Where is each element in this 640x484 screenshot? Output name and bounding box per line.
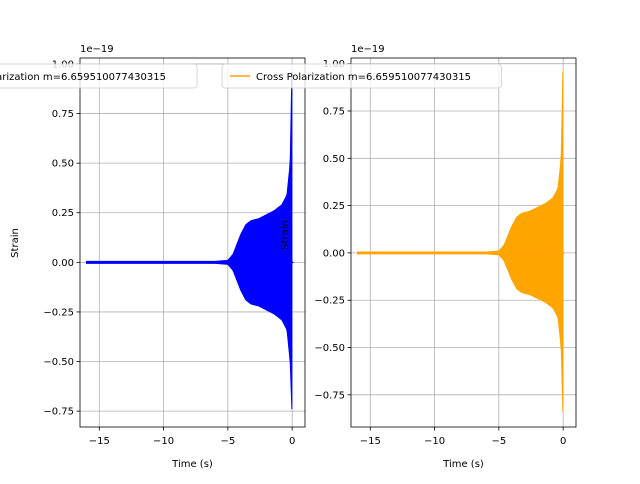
legend: Plus Polarization m=6.659510077430315	[0, 63, 198, 89]
x-axis-label: Time (s)	[442, 459, 484, 470]
y-tick-label: −0.75	[314, 390, 345, 401]
y-tick-label: 0.00	[323, 248, 345, 259]
legend: Cross Polarization m=6.659510077430315	[221, 63, 502, 89]
x-tick-label: 0	[560, 436, 566, 447]
x-tick-label: 0	[289, 436, 295, 447]
y-tick-label: −0.75	[43, 407, 74, 418]
y-tick-label: 0.75	[52, 109, 74, 120]
y-tick-label: −0.50	[43, 357, 74, 368]
y-offset-text: 1e−19	[351, 44, 385, 55]
y-tick-label: 0.00	[52, 258, 74, 269]
y-tick-label: 0.50	[52, 159, 74, 170]
y-tick-label: 0.75	[323, 106, 345, 117]
legend-box	[0, 63, 198, 89]
y-axis-label: Strain	[10, 228, 21, 258]
legend-entry: Plus Polarization m=6.659510077430315	[0, 72, 166, 83]
plus-polarization-subplot: −15 −10 −5 0 −0.75 −0.50 −0.25 0.00 0.25 0.50 0.7…	[0, 44, 306, 470]
legend-entry: Cross Polarization m=6.659510077430315	[256, 72, 471, 83]
x-axis-ticks: −15 −10 −5 0	[360, 427, 566, 447]
x-tick-label: −15	[89, 436, 110, 447]
axes-frame	[350, 57, 577, 428]
y-tick-label: −0.25	[314, 296, 345, 307]
axes-frame	[79, 57, 306, 428]
cross-polarization-waveform	[356, 71, 564, 412]
plus-polarization-waveform	[85, 71, 293, 410]
cross-polarization-subplot: −15 −10 −5 0 −0.75 −0.50 −0.25 0.00 0.25 0.50 0.7…	[221, 44, 577, 470]
y-tick-label: −0.25	[43, 307, 74, 318]
y-tick-label: −0.50	[314, 343, 345, 354]
y-tick-label: 0.25	[323, 201, 345, 212]
y-offset-text: 1e−19	[80, 44, 114, 55]
x-tick-label: −10	[153, 436, 174, 447]
x-tick-label: −5	[491, 436, 506, 447]
y-tick-label: 0.50	[323, 154, 345, 165]
x-axis-ticks: −15 −10 −5 0	[89, 427, 295, 447]
y-tick-label: 0.25	[52, 208, 74, 219]
x-axis-label: Time (s)	[171, 459, 213, 470]
x-tick-label: −15	[360, 436, 381, 447]
y-axis-label: Strain	[280, 220, 291, 250]
x-tick-label: −10	[424, 436, 445, 447]
legend-box	[221, 63, 502, 89]
x-tick-label: −5	[220, 436, 235, 447]
